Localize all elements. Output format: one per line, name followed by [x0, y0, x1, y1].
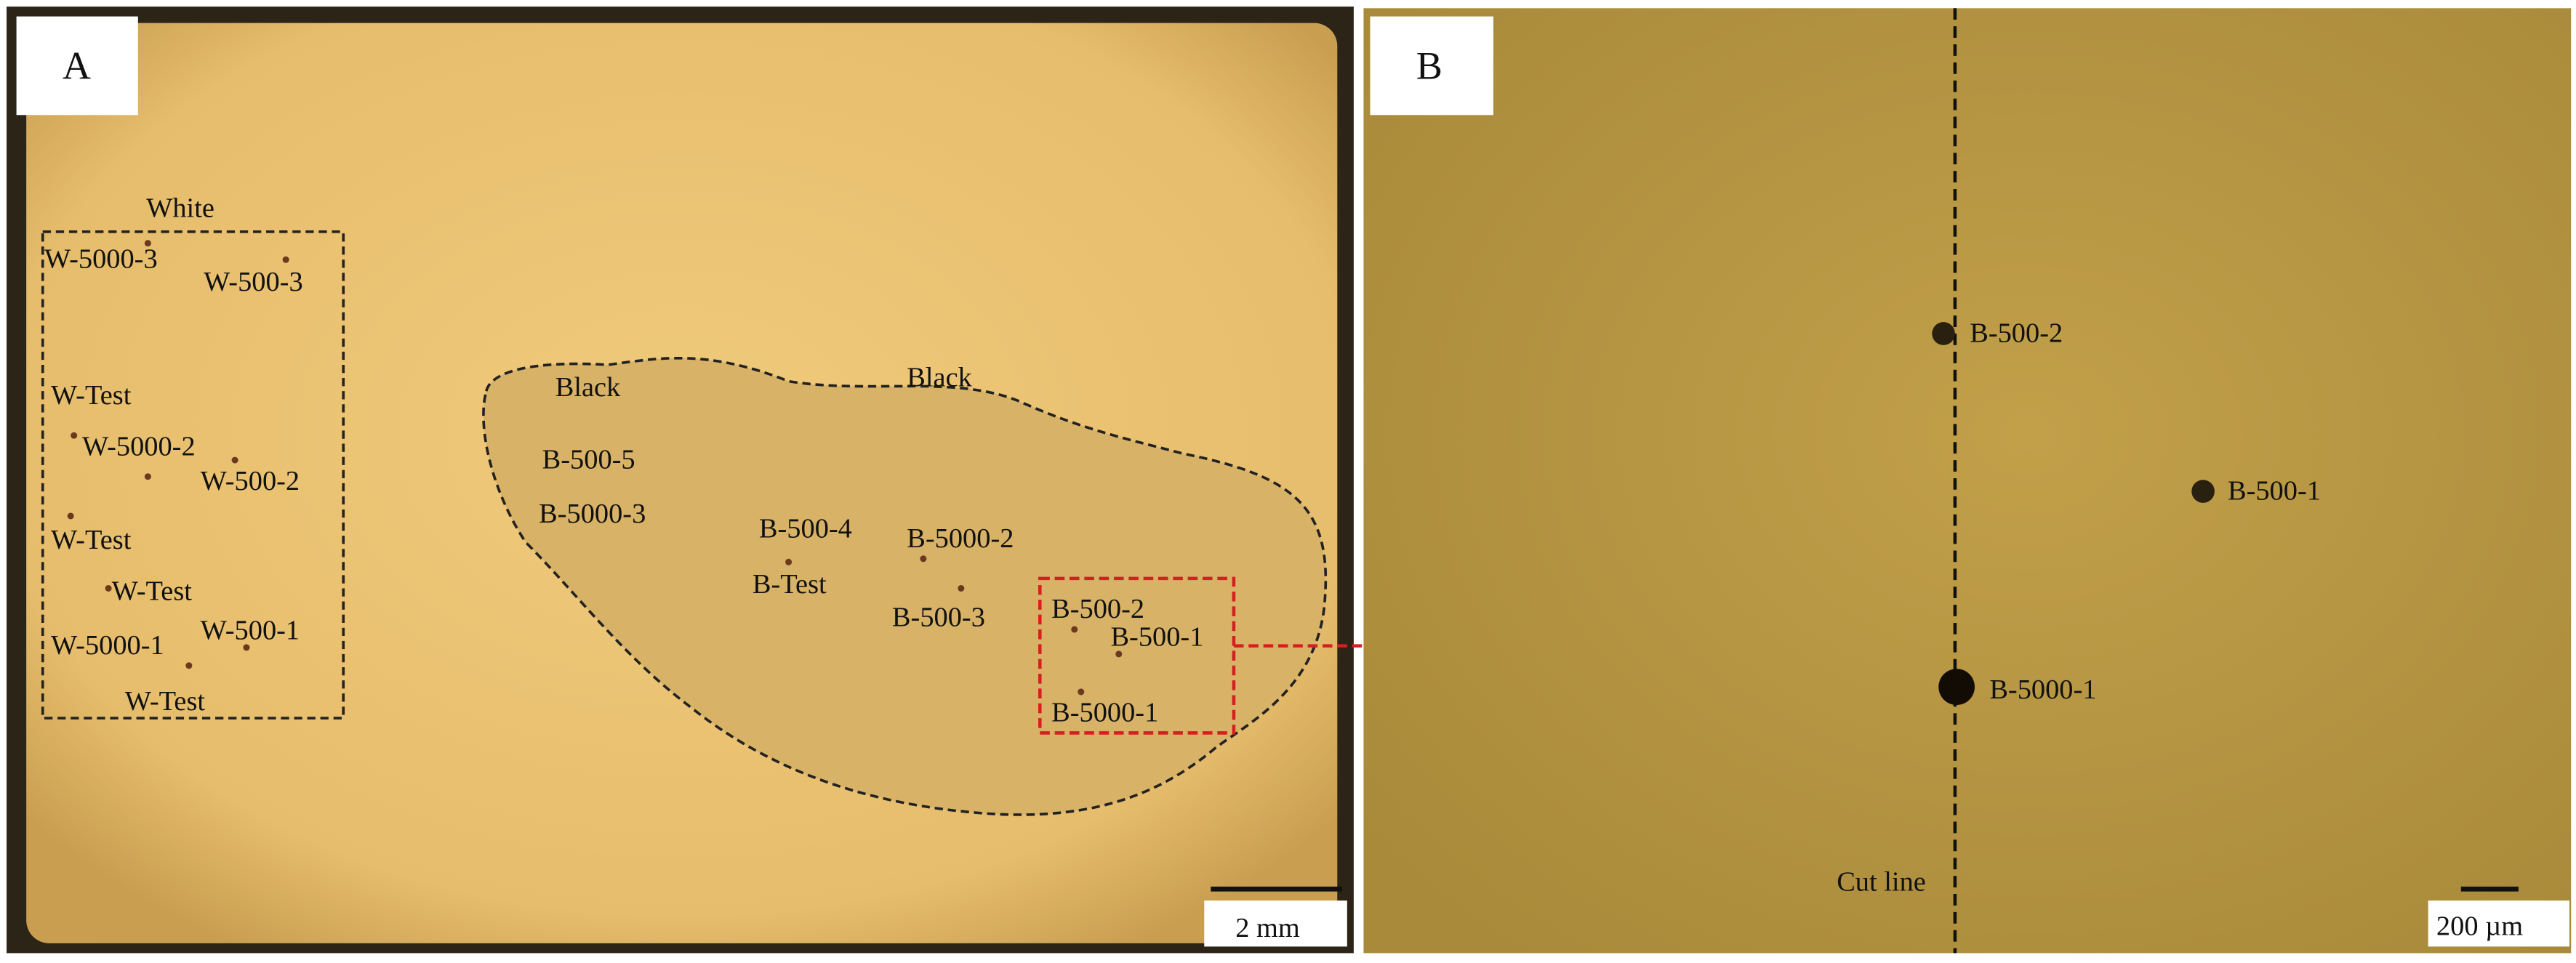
- spot-label: W-Test: [125, 686, 206, 717]
- scale-box: [1204, 900, 1347, 947]
- spot-label: B-500-5: [542, 444, 635, 475]
- spot: [144, 240, 151, 247]
- spot-label: W-500-1: [201, 616, 300, 646]
- scale-label: 200 µm: [2436, 911, 2523, 942]
- spot: [1938, 669, 1975, 706]
- spot-label: B-5000-1: [1989, 674, 2096, 705]
- spot: [282, 256, 289, 263]
- cut-line-label: Cut line: [1837, 867, 1926, 898]
- spots: [67, 240, 1123, 696]
- spot-label: W-5000-2: [82, 431, 196, 462]
- spot: [67, 512, 74, 520]
- scale-box: [2428, 900, 2569, 947]
- spot: [2191, 480, 2215, 503]
- spot-label: W-Test: [112, 576, 193, 606]
- spot-label: B-500-1: [1110, 622, 1203, 653]
- spot: [1115, 650, 1123, 658]
- spot-label: B-500-2: [1051, 594, 1144, 624]
- region-label: White: [146, 193, 214, 223]
- spot: [1932, 322, 1955, 345]
- panel-label: A: [63, 44, 91, 88]
- spot: [1078, 688, 1085, 696]
- spot-label: W-5000-1: [51, 630, 164, 661]
- black-region: [482, 356, 1328, 816]
- spot-label: W-Test: [51, 380, 132, 411]
- spot: [185, 662, 193, 669]
- region-label: Black: [555, 372, 621, 403]
- spot: [105, 584, 112, 592]
- spot: [920, 555, 927, 563]
- spot: [231, 456, 238, 464]
- region-label: Black: [907, 362, 972, 392]
- spot-label: W-5000-3: [44, 244, 158, 275]
- spot-label: B-500-4: [759, 513, 852, 544]
- spot-label: B-5000-3: [539, 499, 646, 529]
- spot-label: B-500-3: [892, 602, 985, 632]
- spot: [958, 584, 965, 592]
- spot-label: B-5000-2: [907, 523, 1014, 554]
- spot-label: W-500-3: [204, 267, 302, 297]
- spot-label: B-500-1: [2228, 475, 2321, 506]
- zoom-box: [1038, 576, 1236, 735]
- spot: [243, 644, 250, 651]
- spot-label: W-500-2: [201, 466, 300, 496]
- spot: [71, 432, 78, 439]
- panel-a: A White Black Black W-5000-3 W-500-3 W-T…: [7, 7, 1354, 954]
- spot: [1071, 626, 1078, 633]
- panel-label: B: [1416, 44, 1443, 88]
- zoom-image: [1363, 8, 2572, 954]
- label-box: [1370, 16, 1493, 116]
- spot-label: B-Test: [753, 569, 827, 600]
- spot-label: W-Test: [51, 525, 132, 555]
- spot: [144, 473, 151, 480]
- spot-label: B-500-2: [1970, 318, 2063, 348]
- label-box: [16, 16, 138, 116]
- spot-label: B-5000-1: [1051, 698, 1158, 728]
- scale-label: 2 mm: [1235, 913, 1300, 943]
- spot: [785, 558, 793, 565]
- panel-b: B B-500-2 B-500-1 B-5000-1 Cut line 200 …: [1363, 8, 2572, 954]
- white-region: [41, 230, 345, 720]
